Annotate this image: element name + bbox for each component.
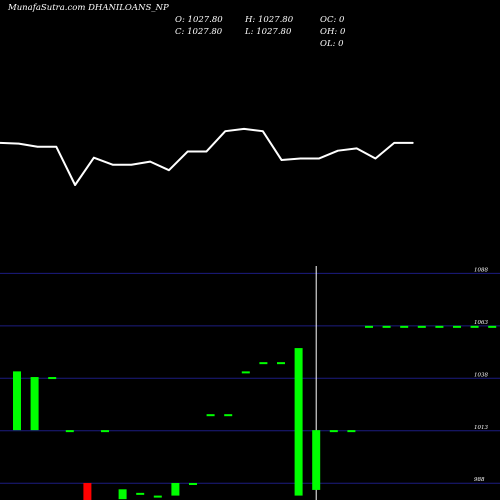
candle-body [206,414,215,417]
chart-title: MunafaSutra.com DHANILOANS_NP [7,3,169,13]
price-gridlines [0,272,500,484]
candle-body [365,325,373,328]
candle-body [224,414,233,417]
y-tick-label: 1063 [474,320,488,326]
line-point [393,142,396,144]
line-point [0,142,1,144]
candle-body [329,430,338,433]
candle-body [153,495,162,498]
candle-body [382,325,391,328]
line-point [36,145,39,148]
y-tick-label: 1088 [474,267,488,273]
line-point [111,163,114,166]
y-tick-label: 1013 [474,425,488,431]
candle-body [83,483,92,500]
candlestick-chart [13,266,497,500]
line-point [130,163,133,166]
line-point [318,157,320,160]
candle-body [48,377,57,380]
line-point [355,147,358,150]
candle-body [171,483,180,496]
high-readout: H: 1027.80 [244,15,294,25]
y-tick-label: 988 [474,477,485,483]
line-point [17,142,20,145]
line-chart [0,127,414,186]
candle-body [13,371,21,431]
oc-readout: OC: 0 [320,15,345,25]
line-point [93,156,95,159]
candle-body [136,492,145,495]
candle-body [277,362,285,365]
line-point [55,145,58,148]
candle-body [400,325,409,328]
line-point [262,130,264,132]
line-point [74,184,76,186]
price-axis: 1088 1063 1038 1013 988 [474,267,488,483]
candle-body [417,325,426,328]
line-point [205,150,208,153]
candle-body [30,377,39,431]
line-point [243,128,245,130]
ol-readout: OL: 0 [320,39,344,49]
open-readout: O: 1027.80 [175,15,223,25]
line-point [186,150,189,153]
close-readout: C: 1027.80 [175,27,223,37]
line-point [337,149,339,152]
candle-body [241,371,250,374]
oh-readout: OH: 0 [320,27,346,37]
y-tick-label: 1038 [474,372,488,378]
line-point [168,169,170,171]
candle-body [453,325,461,328]
candle-body [435,325,444,328]
line-point [374,157,377,160]
candle-body [259,362,268,365]
candle-body [312,430,321,490]
low-readout: L: 1027.80 [244,27,292,37]
candle-body [101,430,109,433]
line-point [412,142,414,144]
candle-body [118,489,127,500]
candle-body [65,430,74,433]
candle-body [470,325,479,328]
candle-body [488,325,497,328]
line-point [149,160,151,163]
candle-body [347,430,356,433]
line-point [299,157,302,160]
candle-body [294,348,303,496]
line-point [224,130,227,132]
candle-body [189,483,197,486]
line-point [280,159,283,161]
